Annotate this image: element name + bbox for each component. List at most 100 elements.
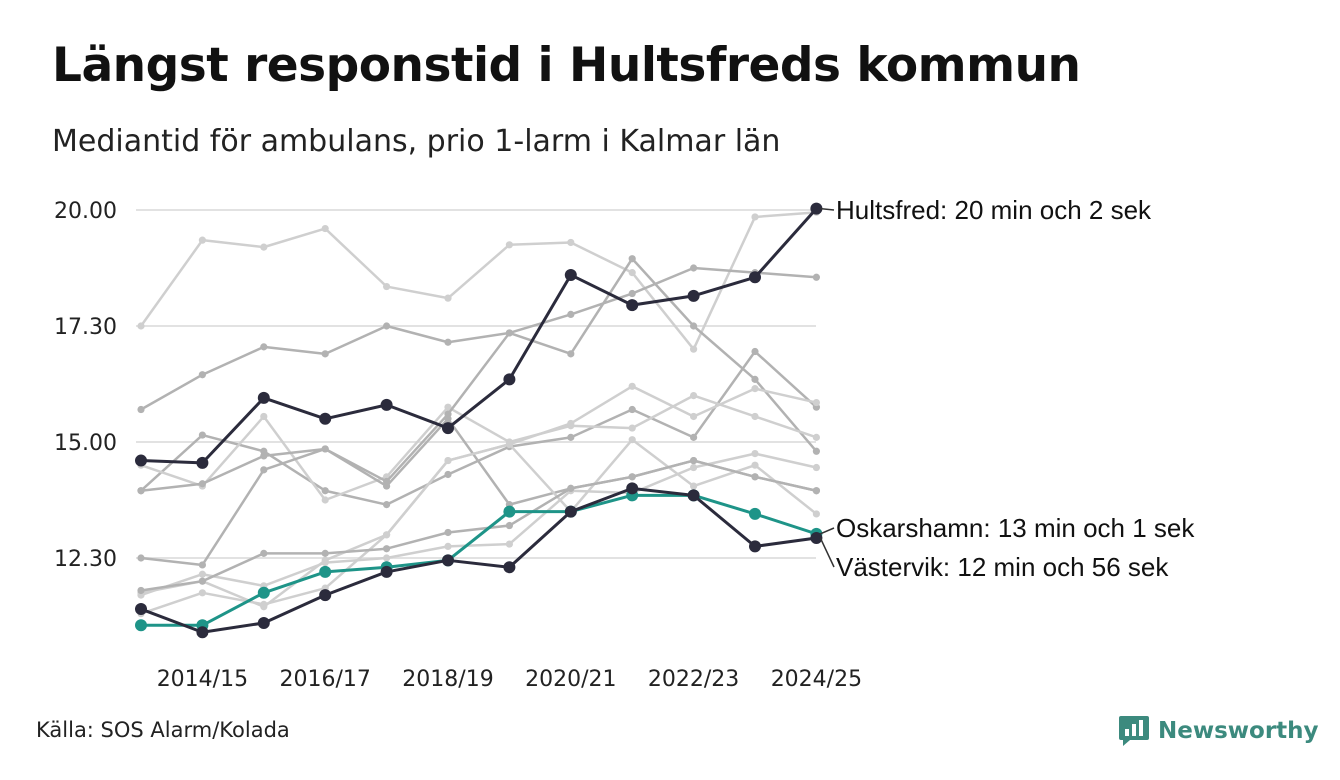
data-point — [687, 489, 700, 502]
data-point — [444, 542, 452, 551]
annotation-leader — [820, 207, 835, 211]
data-point — [812, 447, 821, 455]
x-tick-label: 2014/15 — [157, 667, 248, 692]
data-point — [383, 531, 391, 539]
chart-subtitle: Mediantid för ambulans, prio 1-larm i Ka… — [52, 124, 781, 159]
data-point — [505, 521, 513, 530]
data-point — [505, 241, 513, 249]
data-point — [321, 445, 329, 453]
data-point — [503, 561, 516, 574]
data-point — [810, 532, 823, 545]
data-point — [751, 450, 759, 458]
x-tick-label: 2024/25 — [771, 667, 862, 692]
data-point — [198, 561, 206, 569]
data-point — [812, 398, 821, 407]
y-axis-ticks: 12.30 15.00 17.30 20.00 — [54, 199, 117, 572]
data-point — [383, 501, 391, 509]
data-point — [198, 480, 206, 488]
data-point — [628, 405, 636, 414]
data-point — [198, 371, 206, 379]
data-point — [380, 398, 393, 411]
data-point — [135, 454, 147, 467]
data-point — [503, 373, 516, 386]
data-point — [260, 466, 268, 474]
series-other-5 — [137, 382, 821, 611]
data-point — [321, 549, 329, 557]
data-point — [749, 540, 761, 553]
data-point — [751, 385, 759, 393]
series-line — [139, 211, 817, 351]
data-point — [628, 473, 636, 481]
data-point — [690, 482, 698, 490]
data-point — [321, 496, 329, 504]
data-point — [196, 456, 209, 469]
data-point — [751, 375, 759, 383]
series-other-0 — [137, 208, 821, 353]
series-line — [140, 438, 818, 615]
data-point — [749, 271, 761, 284]
series-line — [140, 394, 817, 502]
newsworthy-logo-icon — [1119, 716, 1149, 746]
data-point — [567, 238, 575, 247]
data-point — [628, 424, 636, 432]
series-line — [140, 207, 818, 465]
series-hultsfred — [135, 202, 823, 469]
y-tick-label: 20.00 — [54, 199, 117, 224]
gridlines — [136, 209, 816, 559]
data-point — [505, 540, 513, 548]
data-point — [751, 412, 759, 421]
data-point — [626, 299, 639, 312]
data-point — [751, 347, 759, 356]
data-point — [628, 436, 636, 444]
data-point — [442, 422, 454, 435]
data-point — [321, 224, 329, 233]
annotation-leader — [819, 537, 835, 568]
data-point — [810, 202, 823, 215]
data-point — [690, 433, 698, 441]
x-tick-label: 2020/21 — [525, 667, 616, 692]
x-tick-label: 2018/19 — [402, 667, 493, 692]
data-point — [564, 505, 577, 518]
data-point — [749, 507, 761, 520]
data-point — [505, 440, 513, 448]
data-point — [503, 505, 516, 518]
data-point — [690, 463, 698, 472]
y-tick-label: 15.00 — [54, 431, 117, 456]
data-point — [690, 345, 698, 353]
data-point — [444, 294, 452, 302]
series-line — [140, 257, 818, 453]
data-point — [198, 570, 206, 578]
data-point — [198, 577, 206, 585]
data-point — [690, 322, 698, 330]
data-point — [319, 565, 332, 578]
data-point — [257, 616, 270, 629]
data-point — [321, 559, 329, 567]
y-tick-label: 17.30 — [54, 315, 117, 340]
data-point — [812, 433, 821, 441]
data-point — [257, 586, 270, 599]
series-v-stervik — [135, 482, 823, 639]
data-point — [444, 403, 452, 411]
series-other-8 — [137, 450, 821, 599]
data-point — [444, 415, 452, 423]
data-point — [751, 473, 759, 481]
series-line — [140, 452, 817, 597]
data-point — [135, 603, 147, 616]
data-point — [260, 452, 268, 460]
data-point — [444, 528, 452, 537]
data-point — [257, 391, 270, 404]
data-point — [383, 545, 391, 553]
series-other-7 — [137, 436, 821, 618]
data-point — [260, 343, 268, 351]
source-note: Källa: SOS Alarm/Kolada — [36, 718, 290, 742]
x-tick-label: 2022/23 — [648, 667, 739, 692]
data-point — [690, 412, 698, 421]
data-point — [564, 268, 577, 281]
data-point — [137, 487, 145, 495]
data-point — [137, 405, 145, 414]
annotation-label: Västervik: 12 min och 56 sek — [836, 552, 1169, 582]
data-point — [690, 392, 698, 400]
data-point — [751, 213, 759, 221]
annotation-leader — [820, 527, 835, 535]
